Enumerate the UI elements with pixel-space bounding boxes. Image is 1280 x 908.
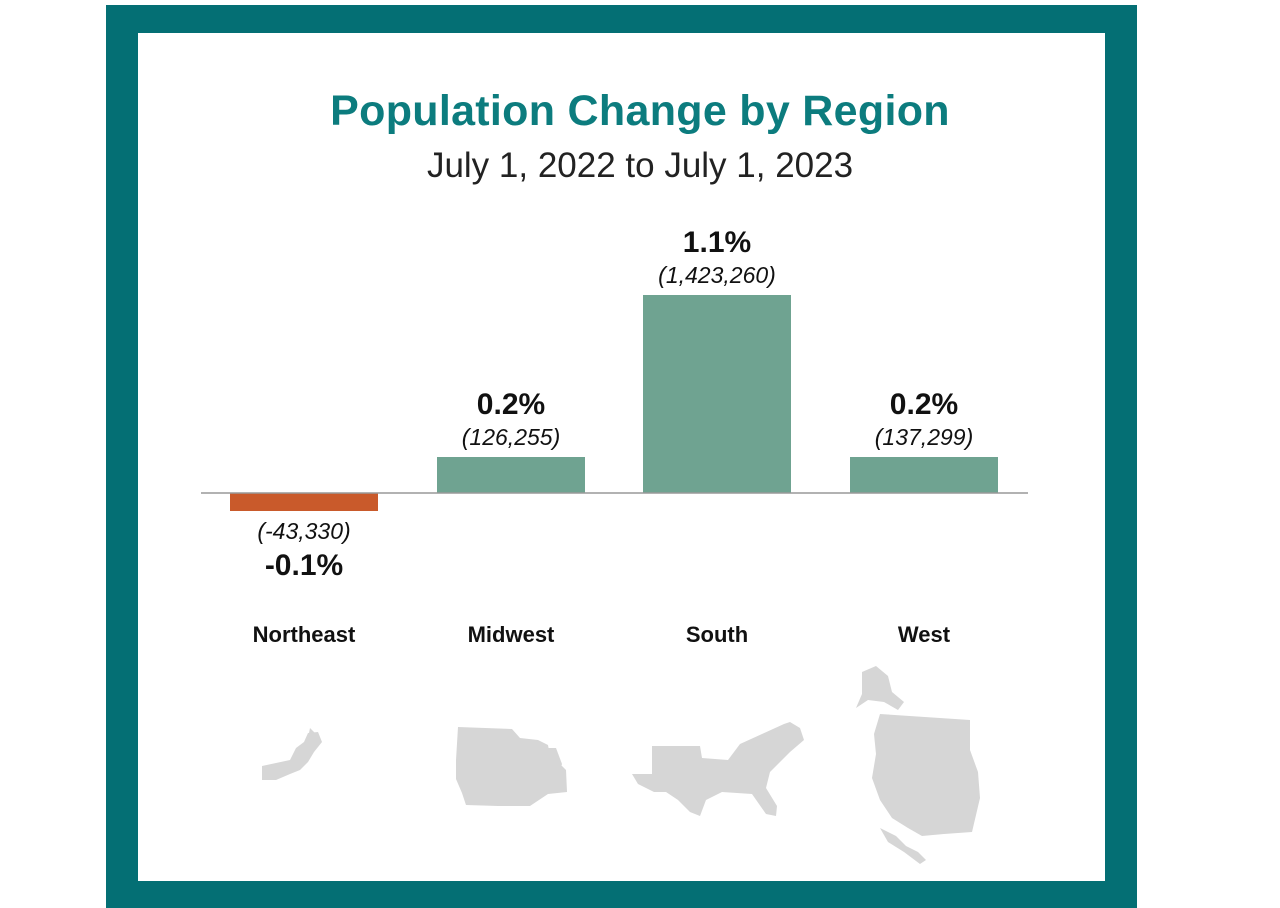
- bar-northeast: [230, 493, 378, 511]
- bar-south: [643, 295, 791, 493]
- northeast-map-icon: [262, 728, 322, 780]
- bar-west: [850, 457, 998, 493]
- south-map-icon: [632, 722, 804, 816]
- category-label-northeast: Northeast: [253, 622, 356, 647]
- percent-label-northeast: -0.1%: [265, 549, 343, 582]
- chart-subtitle: July 1, 2022 to July 1, 2023: [426, 146, 854, 185]
- count-label-south: (1,423,260): [658, 262, 776, 288]
- percent-label-south: 1.1%: [683, 226, 751, 259]
- percent-label-midwest: 0.2%: [477, 388, 545, 421]
- category-label-west: West: [898, 622, 951, 647]
- bar-midwest: [437, 457, 585, 493]
- category-label-midwest: Midwest: [468, 622, 555, 647]
- count-label-northeast: (-43,330): [257, 518, 350, 544]
- category-label-south: South: [686, 622, 748, 647]
- percent-label-west: 0.2%: [890, 388, 958, 421]
- midwest-map-icon: [456, 727, 567, 806]
- chart-title: Population Change by Region: [330, 87, 950, 135]
- count-label-midwest: (126,255): [462, 424, 560, 450]
- count-label-west: (137,299): [875, 424, 973, 450]
- west-map-icon: [856, 666, 980, 864]
